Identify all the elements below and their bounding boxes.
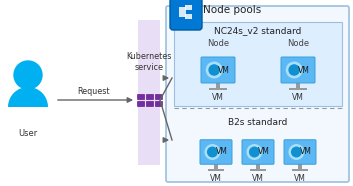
Text: Kubernetes
service: Kubernetes service (126, 52, 172, 72)
Bar (179, 7, 186, 12)
Bar (179, 12, 186, 17)
Text: VM: VM (257, 147, 269, 156)
Bar (216, 82, 220, 88)
Text: VM: VM (218, 65, 230, 75)
Circle shape (247, 145, 262, 159)
Text: VM: VM (292, 93, 304, 102)
Bar (155, 94, 162, 99)
Bar (214, 163, 218, 169)
Text: Node pools: Node pools (203, 5, 261, 15)
Bar (145, 101, 152, 106)
Circle shape (208, 147, 217, 157)
Circle shape (205, 145, 220, 159)
Bar (250, 169, 266, 171)
Bar (155, 101, 162, 106)
Bar (292, 169, 308, 171)
Bar (289, 88, 307, 90)
Bar (145, 94, 152, 99)
Circle shape (14, 61, 42, 89)
FancyBboxPatch shape (284, 140, 316, 164)
Text: VM: VM (212, 93, 224, 102)
Circle shape (250, 147, 259, 157)
Circle shape (207, 62, 222, 78)
Circle shape (209, 65, 219, 75)
Text: VM: VM (299, 147, 311, 156)
Text: VM: VM (210, 174, 222, 183)
FancyBboxPatch shape (166, 6, 349, 182)
FancyBboxPatch shape (281, 57, 315, 83)
Bar (137, 101, 144, 106)
Bar (256, 163, 260, 169)
FancyBboxPatch shape (200, 140, 232, 164)
FancyBboxPatch shape (174, 22, 342, 106)
Text: B2s standard: B2s standard (228, 118, 288, 126)
Bar (209, 88, 227, 90)
Wedge shape (8, 87, 48, 107)
Text: VM: VM (294, 174, 306, 183)
Bar (137, 94, 144, 99)
FancyBboxPatch shape (170, 0, 202, 30)
Circle shape (289, 65, 299, 75)
Circle shape (292, 147, 301, 157)
Bar (185, 14, 192, 19)
Bar (208, 169, 224, 171)
Text: Request: Request (77, 87, 109, 96)
Circle shape (289, 145, 304, 159)
Bar (295, 82, 300, 88)
Text: Node: Node (287, 39, 309, 47)
Text: VM: VM (298, 65, 310, 75)
Circle shape (286, 62, 302, 78)
Bar (138, 20, 160, 165)
Text: NC24s_v2 standard: NC24s_v2 standard (214, 26, 302, 36)
Text: Node: Node (207, 39, 229, 47)
FancyBboxPatch shape (201, 57, 235, 83)
FancyBboxPatch shape (242, 140, 274, 164)
Text: VM: VM (215, 147, 227, 156)
Bar (298, 163, 302, 169)
Text: VM: VM (252, 174, 264, 183)
Text: User: User (18, 129, 38, 138)
Bar (185, 5, 192, 10)
